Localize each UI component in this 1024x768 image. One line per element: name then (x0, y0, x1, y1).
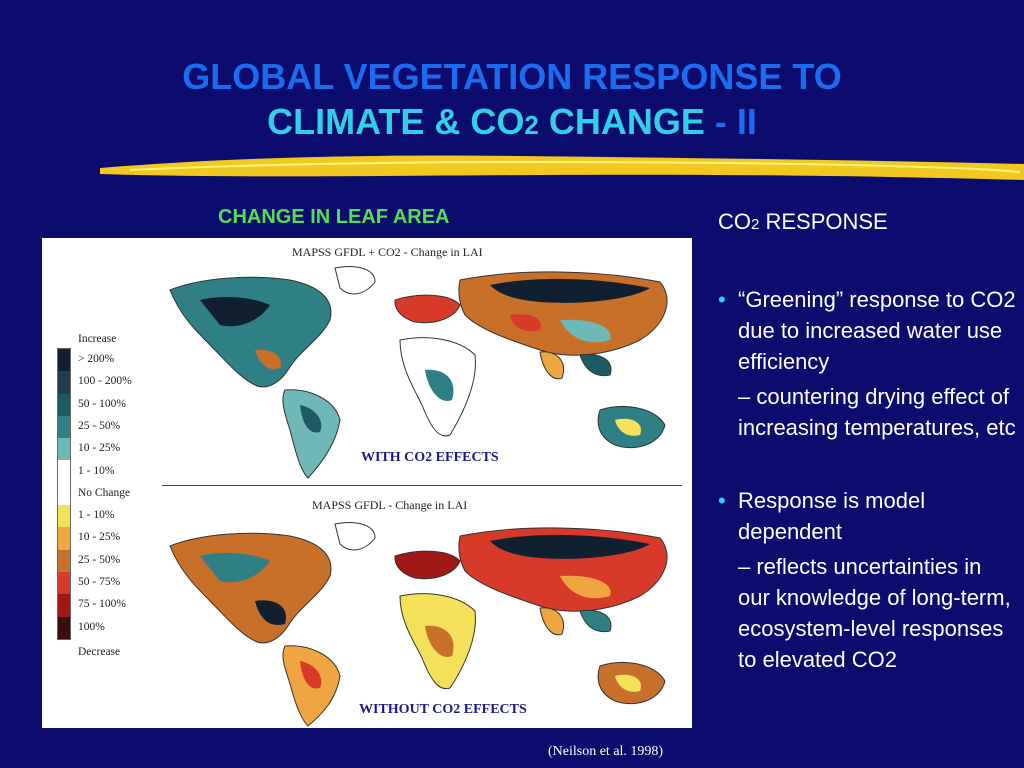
map-bottom-title: MAPSS GFDL - Change in LAI (312, 498, 468, 512)
legend-swatch (58, 505, 70, 528)
legend-item-label: 25 - 50% (78, 419, 121, 432)
legend-item-label: 100 - 200% (78, 375, 132, 388)
co2-response-heading: CO2 RESPONSE (718, 206, 1018, 240)
legend-swatch (58, 549, 70, 572)
legend-item-label: 1 - 10% (78, 464, 115, 477)
legend-item-label: 50 - 100% (78, 397, 126, 410)
legend-swatch (58, 371, 70, 394)
citation: (Neilson et al. 1998) (548, 744, 664, 759)
bullet-greening-sub: – countering drying effect of increasing… (738, 384, 1016, 440)
legend-item-label: 50 - 75% (78, 576, 121, 589)
legend-increase-label: Increase (78, 333, 117, 345)
legend-item-label: No Change (78, 486, 131, 499)
world-map-without-co2 (169, 522, 668, 727)
legend-item-label: 10 - 25% (78, 531, 121, 544)
maps-divider (162, 485, 682, 486)
title-subscript: 2 (524, 110, 539, 140)
bullet-greening-text: “Greening” response to CO2 due to increa… (738, 287, 1016, 374)
legend-decrease-label: Decrease (78, 646, 121, 658)
map-top-caption: WITH CO2 EFFECTS (356, 449, 504, 467)
co2-text: CO (718, 209, 751, 234)
title-change: CHANGE (538, 101, 705, 142)
world-map-with-co2 (169, 266, 668, 479)
legend-item-label: 75 - 100% (78, 598, 126, 611)
leaf-area-heading: CHANGE IN LEAF AREA (218, 206, 450, 228)
map-bottom-caption: WITHOUT CO2 EFFECTS (354, 701, 532, 719)
bullet-dot-icon: • (718, 488, 726, 513)
legend-swatch (58, 438, 70, 461)
legend-swatch (58, 594, 70, 617)
legend-item-label: 100% (78, 620, 105, 633)
legend-color-bar (57, 348, 71, 640)
legend-item-label: 1 - 10% (78, 509, 115, 522)
legend-swatch (58, 482, 70, 506)
bullet-model-sub: – reflects uncertainties in our knowledg… (738, 554, 1011, 672)
legend-swatch (58, 393, 70, 416)
legend-swatch (58, 616, 70, 639)
legend-swatch (58, 527, 70, 550)
bullet-greening: • “Greening” response to CO2 due to incr… (718, 284, 1018, 377)
map-top-title: MAPSS GFDL + CO2 - Change in LAI (292, 245, 483, 259)
legend-item-label: 10 - 25% (78, 442, 121, 455)
co2-subscript: 2 (751, 216, 760, 233)
bullet-model: • Response is model dependent (718, 485, 1018, 547)
title-underline-brush (100, 155, 1024, 180)
legend-swatch (58, 460, 70, 483)
legend-swatch (58, 349, 70, 372)
title-part: - II (704, 101, 757, 142)
response-text: RESPONSE (759, 209, 888, 234)
legend-item-label: 25 - 50% (78, 553, 121, 566)
slide-title-line1: GLOBAL VEGETATION RESPONSE TO (182, 56, 842, 97)
legend-item-label: > 200% (78, 353, 115, 365)
title-climate-co: CLIMATE & CO (267, 101, 525, 142)
legend-swatch (58, 415, 70, 439)
maps-figure: MAPSS GFDL + CO2 - Change in LAI WITH CO… (42, 238, 692, 728)
slide-title-line2: CLIMATE & CO2 CHANGE - II (0, 100, 1024, 147)
legend-swatch (58, 571, 70, 595)
bullet-model-text: Response is model dependent (738, 488, 926, 544)
bullet-dot-icon: • (718, 287, 726, 312)
right-text-panel: CO2 RESPONSE • “Greening” response to CO… (718, 206, 1018, 675)
